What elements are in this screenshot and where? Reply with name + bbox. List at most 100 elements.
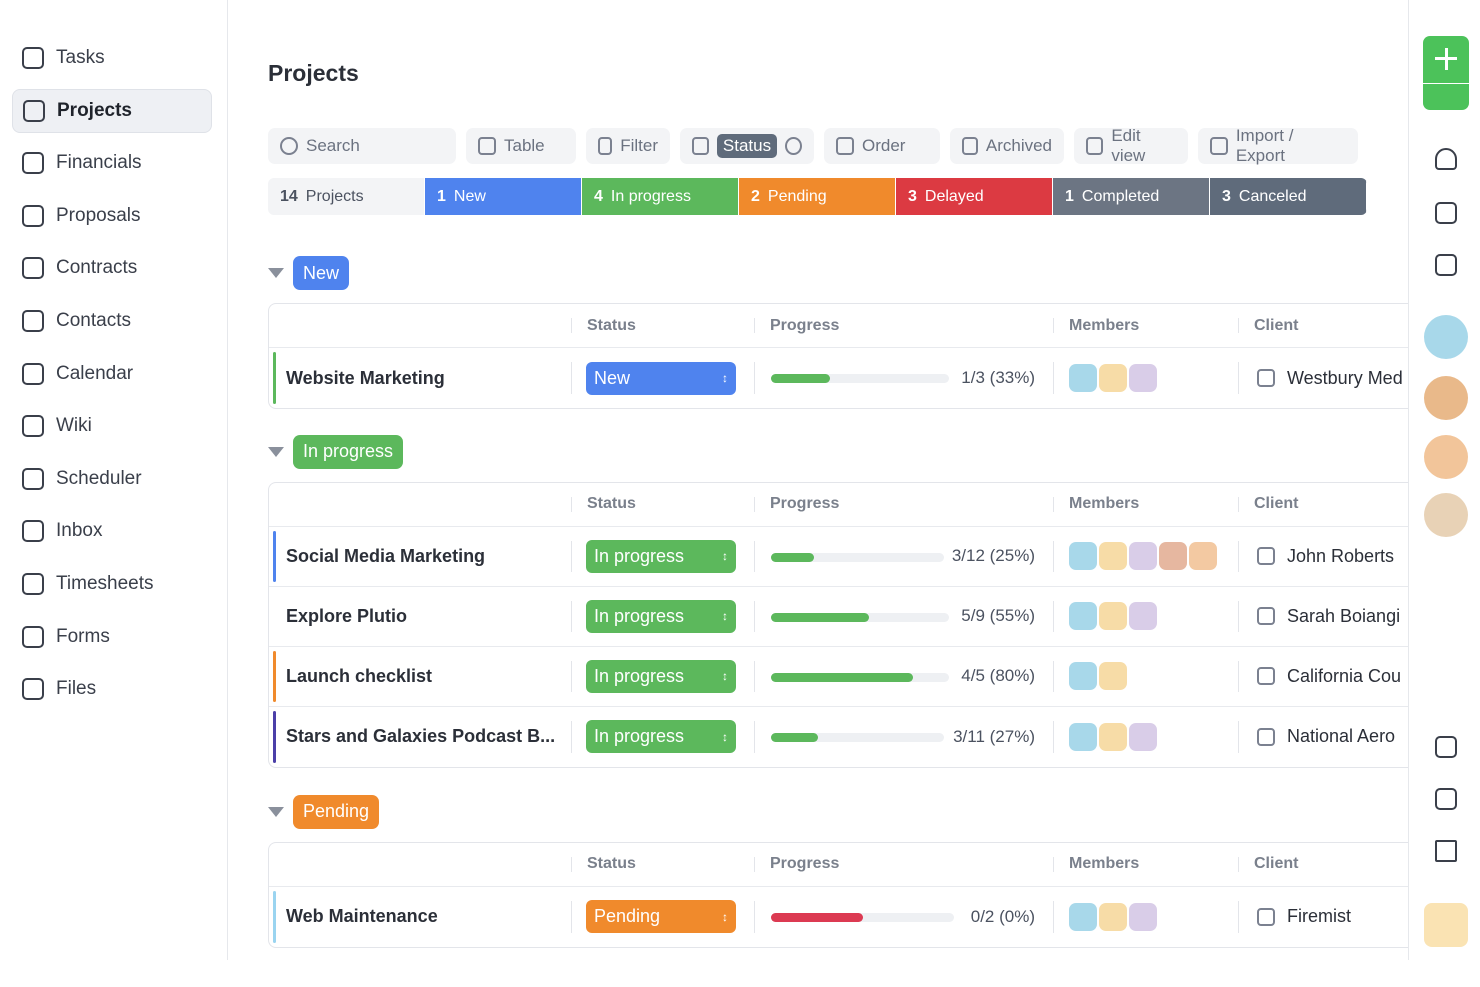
group-header[interactable]: New (268, 256, 1408, 290)
member-avatar[interactable] (1189, 542, 1217, 570)
toolbar-button[interactable]: Import / Export (1198, 126, 1358, 165)
member-avatar[interactable] (1129, 542, 1157, 570)
member-avatar[interactable] (1129, 602, 1157, 630)
nav-item[interactable]: Calendar (12, 352, 212, 396)
nav-icon (22, 678, 44, 701)
member-avatar[interactable] (1069, 662, 1097, 690)
status-select[interactable]: In progress ↕ (586, 659, 736, 693)
column-separator (571, 600, 572, 632)
project-name[interactable]: Web Maintenance (286, 906, 438, 926)
member-avatar[interactable] (1069, 602, 1097, 630)
member-avatar[interactable] (1099, 722, 1127, 751)
automation-icon[interactable] (1435, 840, 1457, 862)
member-avatar[interactable] (1129, 364, 1157, 392)
member-avatar[interactable] (1069, 902, 1097, 931)
user-avatar[interactable] (1424, 435, 1468, 479)
status-select[interactable]: In progress ↕ (586, 599, 736, 633)
member-avatar[interactable] (1069, 722, 1097, 751)
toolbar-button[interactable]: Archived (950, 128, 1064, 164)
profile-avatar[interactable] (1424, 903, 1468, 947)
toolbar-button[interactable]: Status (680, 128, 814, 164)
project-row[interactable]: Web Maintenance Pending ↕ 0/2 (0%) Firemist (269, 887, 1408, 947)
nav-label: Wiki (56, 415, 92, 437)
group-pill: New (293, 256, 350, 290)
status-select[interactable]: New ↕ (586, 361, 736, 395)
group-header[interactable]: Pending (268, 794, 1408, 829)
client-cell[interactable]: Westbury Med (1257, 348, 1408, 408)
member-avatar[interactable] (1129, 722, 1157, 751)
client-cell[interactable]: California Cou (1257, 647, 1408, 706)
archive-icon[interactable] (1435, 788, 1457, 810)
client-cell[interactable]: Sarah Boiangi (1257, 587, 1408, 646)
nav-item[interactable]: Forms (12, 615, 212, 659)
toolbar-button[interactable]: Table (466, 128, 576, 164)
summary-segment[interactable]: 3 Canceled (1210, 178, 1367, 215)
member-avatar[interactable] (1159, 542, 1187, 570)
nav-item[interactable]: Financials (12, 141, 212, 185)
client-cell[interactable]: National Aero (1257, 707, 1408, 767)
status-select[interactable]: In progress ↕ (586, 539, 736, 573)
project-row[interactable]: Social Media Marketing In progress ↕ 3/12 (… (269, 527, 1408, 587)
project-name[interactable]: Explore Plutio (286, 605, 408, 626)
status-cell: In progress ↕ (586, 587, 736, 646)
member-avatar[interactable] (1129, 902, 1157, 931)
user-avatar[interactable] (1424, 493, 1468, 537)
project-name[interactable]: Launch checklist (286, 665, 433, 686)
client-cell[interactable]: Firemist (1257, 887, 1408, 947)
collapse-toggle[interactable] (268, 268, 284, 278)
collapse-toggle[interactable] (268, 806, 284, 817)
member-avatar[interactable] (1099, 602, 1127, 630)
nav-item[interactable]: Contacts (12, 299, 212, 343)
add-button[interactable] (1423, 36, 1469, 110)
collapse-toggle[interactable] (268, 446, 284, 457)
summary-segment[interactable]: 1 New (425, 178, 582, 215)
nav-item[interactable]: Tasks (12, 36, 212, 80)
toolbar-button[interactable]: Edit view (1074, 126, 1188, 165)
user-avatar[interactable] (1424, 376, 1468, 420)
project-row[interactable]: Explore Plutio In progress ↕ 5/9 (55%) Sarah… (269, 587, 1408, 647)
member-avatar[interactable] (1069, 364, 1097, 392)
folder-icon[interactable] (1435, 736, 1457, 758)
nav-item[interactable]: Projects (12, 88, 212, 133)
summary-segment[interactable]: 3 Delayed (896, 178, 1053, 215)
nav-icon (22, 415, 44, 438)
notes-icon[interactable] (1435, 254, 1457, 276)
nav-item[interactable]: Timesheets (12, 562, 212, 606)
clear-icon[interactable] (785, 137, 802, 155)
project-row[interactable]: Website Marketing New ↕ 1/3 (33%) Westbury M… (269, 348, 1408, 408)
status-select[interactable]: In progress ↕ (586, 720, 736, 753)
member-avatar[interactable] (1099, 364, 1127, 392)
nav-item[interactable]: Proposals (12, 194, 212, 238)
summary-segment[interactable]: 1 Completed (1053, 178, 1210, 215)
project-row[interactable]: Launch checklist In progress ↕ 4/5 (80%) Cal… (269, 647, 1408, 707)
summary-segment[interactable]: 2 Pending (739, 178, 896, 215)
nav-item[interactable]: Wiki (12, 404, 212, 448)
nav-item[interactable]: Contracts (12, 246, 212, 290)
project-name[interactable]: Stars and Galaxies Podcast B... (286, 726, 556, 746)
members-cell (1069, 707, 1159, 767)
calendar-icon[interactable] (1435, 202, 1457, 224)
project-row[interactable]: Stars and Galaxies Podcast B... In progre… (269, 707, 1408, 767)
nav-item[interactable]: Inbox (12, 509, 212, 553)
project-name[interactable]: Website Marketing (286, 367, 445, 388)
toolbar-icon (692, 137, 709, 155)
status-select[interactable]: Pending ↕ (586, 900, 736, 933)
summary-segment[interactable]: 14 Projects (268, 178, 425, 215)
toolbar-button[interactable]: Filter (586, 128, 670, 164)
member-avatar[interactable] (1099, 902, 1127, 931)
nav-item[interactable]: Files (12, 667, 212, 711)
toolbar-button[interactable]: Search (268, 128, 456, 164)
notifications-icon[interactable] (1435, 148, 1457, 170)
member-avatar[interactable] (1099, 542, 1127, 570)
toolbar-button[interactable]: Order (824, 128, 940, 164)
member-avatar[interactable] (1069, 542, 1097, 570)
client-cell[interactable]: John Roberts (1257, 527, 1408, 586)
summary-segment[interactable]: 4 In progress (582, 178, 739, 215)
user-avatar[interactable] (1424, 315, 1468, 359)
project-name[interactable]: Social Media Marketing (286, 545, 486, 566)
nav-item[interactable]: Scheduler (12, 457, 212, 501)
member-avatar[interactable] (1099, 662, 1127, 690)
nav-label: Tasks (56, 47, 105, 68)
toolbar-label: Order (862, 136, 906, 155)
group-header[interactable]: In progress (268, 434, 1408, 469)
